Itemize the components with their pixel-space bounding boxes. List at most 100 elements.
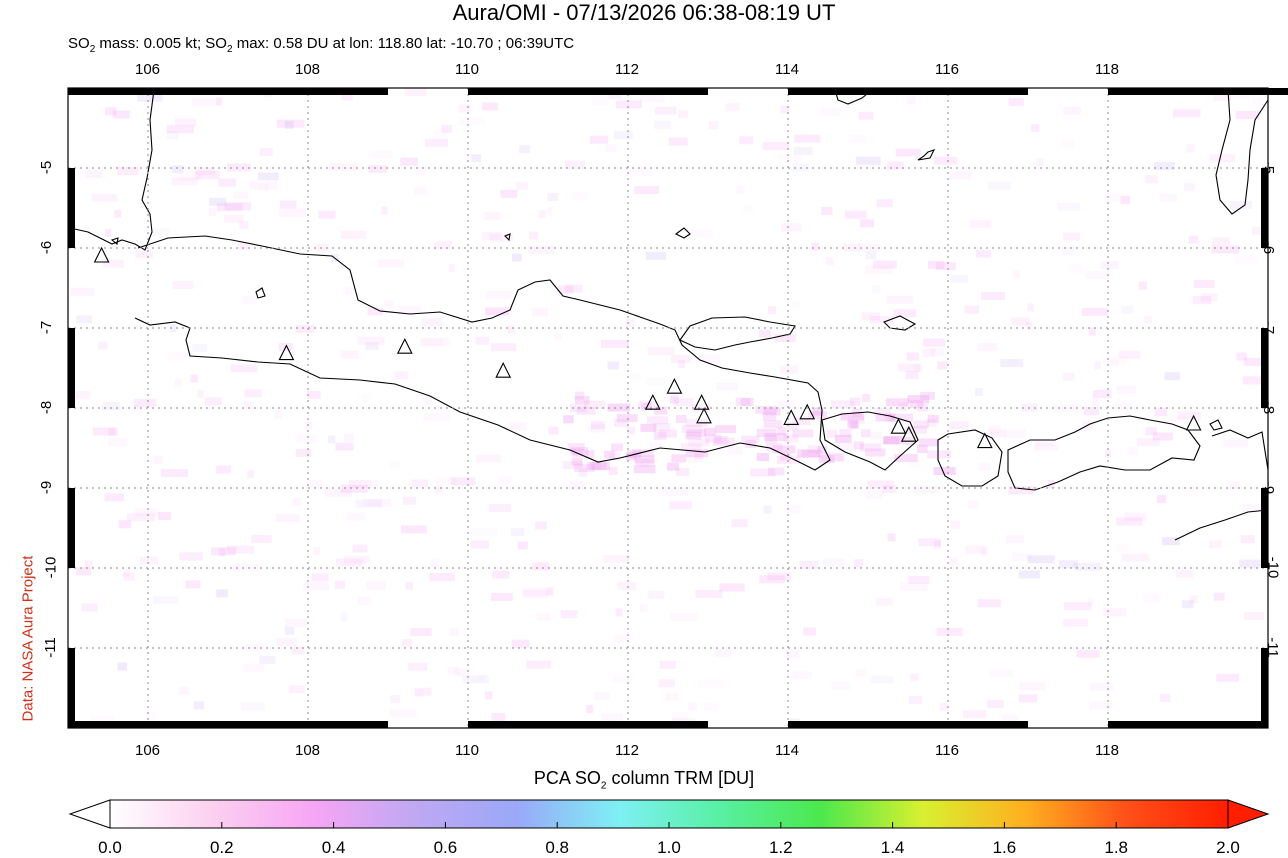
so2-pixel <box>526 660 552 669</box>
so2-pixel <box>430 558 439 567</box>
so2-pixel <box>905 425 928 434</box>
so2-pixel <box>441 124 452 133</box>
so2-pixel <box>414 688 423 697</box>
so2-pixel <box>987 181 1012 190</box>
so2-pixel <box>792 417 811 426</box>
so2-pixel <box>161 469 188 478</box>
so2-pixel <box>1213 592 1225 601</box>
so2-pixel <box>434 241 453 250</box>
so2-pixel <box>408 662 428 671</box>
so2-pixel <box>977 599 1002 608</box>
so2-pixel <box>190 374 198 383</box>
so2-pixel <box>274 410 282 419</box>
so2-pixel <box>307 390 321 399</box>
so2-pixel <box>381 206 388 215</box>
so2-pixel <box>557 285 574 294</box>
so2-pixel <box>842 243 860 252</box>
so2-pixel <box>284 120 294 129</box>
so2-pixel <box>123 568 130 577</box>
so2-pixel <box>893 454 918 463</box>
so2-pixel <box>792 163 809 172</box>
so2-pixel <box>609 452 621 461</box>
so2-pixel <box>658 429 677 438</box>
so2-pixel <box>951 520 961 529</box>
so2-pixel <box>847 420 858 428</box>
so2-pixel <box>918 438 939 447</box>
so2-pixel <box>647 347 675 356</box>
so2-pixel <box>90 716 115 725</box>
so2-pixel <box>82 603 98 612</box>
so2-pixel <box>670 395 679 404</box>
so2-pixel <box>1209 540 1222 549</box>
so2-pixel <box>1121 553 1150 562</box>
so2-pixel <box>565 160 586 169</box>
so2-pixel <box>637 401 656 410</box>
frame-bar <box>1261 488 1268 568</box>
so2-pixel <box>886 295 913 304</box>
so2-pixel <box>447 666 460 675</box>
frame-bar <box>1188 721 1268 728</box>
so2-pixel <box>277 119 305 128</box>
coast-madura <box>679 316 796 351</box>
so2-pixel <box>777 154 802 163</box>
so2-pixel <box>1092 398 1099 407</box>
so2-pixel <box>850 421 859 429</box>
so2-pixel <box>491 593 513 602</box>
so2-pixel <box>84 560 93 569</box>
so2-pixel <box>1124 512 1147 521</box>
coast-borneo <box>834 89 873 105</box>
so2-pixel <box>1034 438 1054 447</box>
so2-pixel <box>574 396 590 405</box>
so2-pixel <box>669 501 692 510</box>
so2-pixel <box>536 612 551 621</box>
lon-tick-label-top: 112 <box>615 61 639 78</box>
lon-tick-label-bottom: 106 <box>135 742 161 759</box>
so2-pixel <box>1235 110 1260 119</box>
so2-pixel <box>139 556 159 565</box>
so2-pixel <box>434 485 443 494</box>
lon-tick-label-top: 106 <box>135 61 161 78</box>
so2-pixel <box>471 528 497 537</box>
so2-pixel <box>415 166 426 175</box>
so2-pixel <box>1087 597 1095 606</box>
so2-pixel <box>653 423 671 432</box>
so2-pixel <box>179 552 203 561</box>
so2-pixel <box>625 318 635 327</box>
so2-pixel <box>616 414 638 423</box>
so2-pixel <box>517 541 528 550</box>
so2-pixel <box>1228 481 1240 490</box>
so2-pixel <box>424 396 433 405</box>
so2-pixel <box>686 229 712 238</box>
so2-pixel <box>653 120 671 129</box>
so2-pixel <box>352 544 368 553</box>
so2-pixel <box>1011 552 1032 561</box>
so2-pixel <box>854 441 864 450</box>
frame-bar <box>228 88 388 95</box>
so2-pixel <box>739 136 754 145</box>
so2-pixel <box>239 221 249 230</box>
lon-tick-label-bottom: 114 <box>775 742 799 759</box>
so2-pixel <box>819 107 842 116</box>
coast-island-bawean <box>674 227 691 239</box>
so2-pixel <box>767 572 792 581</box>
so2-pixel <box>1062 372 1075 381</box>
so2-pixel <box>1102 608 1126 617</box>
so2-pixel <box>328 435 336 444</box>
so2-pixel <box>1162 537 1180 546</box>
so2-pixel <box>855 156 881 165</box>
so2-pixel <box>1008 98 1024 106</box>
so2-pixel <box>166 131 179 140</box>
so2-pixel <box>238 241 250 250</box>
lon-tick-label-top: 110 <box>455 61 479 78</box>
volcano-icon <box>396 337 413 354</box>
so2-pixel <box>1236 352 1247 361</box>
volcano-icon <box>783 409 800 425</box>
lat-tick-label-left: -5 <box>38 160 56 175</box>
so2-pixel <box>296 434 317 443</box>
so2-pixel <box>1120 196 1130 205</box>
so2-pixel <box>978 462 990 471</box>
frame-bar <box>1261 168 1268 248</box>
so2-pixel <box>1216 673 1239 682</box>
so2-pixel <box>923 338 946 347</box>
coast-sulawesi <box>1215 89 1269 215</box>
